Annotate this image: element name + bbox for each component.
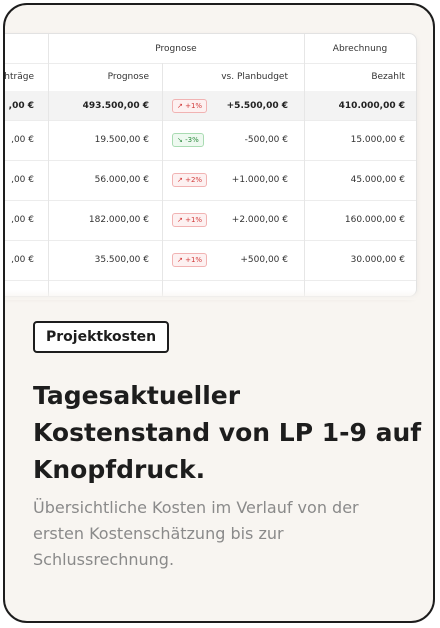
cell-bezahlt: 15.000,00 €	[350, 135, 405, 145]
cell-bezahlt: 160.000,00 €	[344, 215, 405, 225]
table-row-empty	[5, 280, 416, 296]
table-row: ,00 € 35.500,00 € ↗ +1% +500,00 € 30.000…	[5, 240, 416, 281]
description: Übersichtliche Kosten im Verlauf von der…	[33, 498, 359, 569]
table-row: ,00 € 182.000,00 € ↗ +1% +2.000,00 € 160…	[5, 200, 416, 241]
table-fade	[5, 290, 433, 300]
trend-badge: ↘ -3%	[172, 133, 204, 147]
trend-badge-label: ↗ +1%	[172, 98, 208, 113]
cell-bezahlt: 30.000,00 €	[350, 255, 405, 265]
headline: Tagesaktueller Kostenstand von LP 1-9 au…	[33, 381, 422, 484]
cell-first: ,00 €	[8, 100, 34, 111]
group-header-prognose: Prognose	[155, 43, 197, 54]
cell-vs-planbudget: -500,00 €	[244, 135, 288, 145]
cell-prognose: 19.500,00 €	[94, 135, 149, 145]
trend-badge-label: ↗ +1%	[172, 213, 208, 227]
column-header-nachtraege: hträge	[4, 72, 34, 82]
column-header-prognose: Prognose	[107, 72, 149, 82]
trend-badge-label: ↘ -3%	[172, 133, 204, 147]
cell-bezahlt: 410.000,00 €	[338, 100, 405, 111]
cell-first: ,00 €	[11, 255, 34, 265]
cell-vs-planbudget: +5.500,00 €	[226, 100, 288, 111]
table-row: ,00 € 56.000,00 € ↗ +2% +1.000,00 € 45.0…	[5, 160, 416, 201]
cell-first: ,00 €	[11, 175, 34, 185]
table-column-header: hträge Prognose vs. Planbudget Bezahlt	[4, 63, 416, 92]
feature-card: Prognose Abrechnung hträge Prognose vs. …	[3, 3, 435, 623]
trend-badge: ↗ +1%	[172, 98, 208, 113]
table-row: ,00 € 19.500,00 € ↘ -3% -500,00 € 15.000…	[5, 120, 416, 161]
cell-vs-planbudget: +1.000,00 €	[231, 175, 288, 185]
cost-table: Prognose Abrechnung hträge Prognose vs. …	[4, 33, 417, 297]
trend-badge: ↗ +1%	[172, 253, 208, 267]
category-label: Projektkosten	[33, 321, 170, 353]
table-total-row: ,00 € 493.500,00 € ↗ +1% +5.500,00 € 410…	[5, 91, 416, 121]
cell-vs-planbudget: +2.000,00 €	[231, 215, 288, 225]
cell-first: ,00 €	[11, 135, 34, 145]
column-header-bezahlt: Bezahlt	[371, 72, 405, 82]
trend-badge-label: ↗ +1%	[172, 253, 208, 267]
cell-prognose: 35.500,00 €	[94, 255, 149, 265]
cell-first: ,00 €	[11, 215, 34, 225]
cell-prognose: 182.000,00 €	[88, 215, 149, 225]
cell-vs-planbudget: +500,00 €	[240, 255, 288, 265]
trend-badge-label: ↗ +2%	[172, 173, 208, 187]
cell-prognose: 493.500,00 €	[82, 100, 149, 111]
cell-bezahlt: 45.000,00 €	[350, 175, 405, 185]
cell-prognose: 56.000,00 €	[94, 175, 149, 185]
table-group-header: Prognose Abrechnung	[5, 34, 416, 64]
trend-badge: ↗ +2%	[172, 173, 208, 187]
column-header-vs-planbudget: vs. Planbudget	[221, 72, 288, 82]
group-header-abrechnung: Abrechnung	[332, 43, 388, 54]
trend-badge: ↗ +1%	[172, 213, 208, 227]
